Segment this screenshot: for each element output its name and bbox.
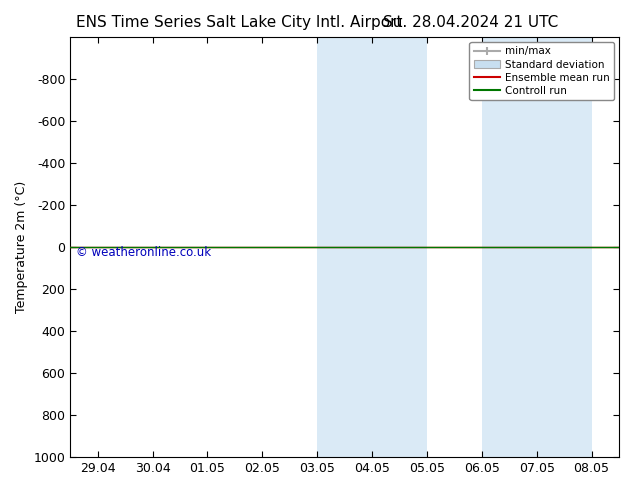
Y-axis label: Temperature 2m (°C): Temperature 2m (°C) bbox=[15, 181, 28, 313]
Text: ENS Time Series Salt Lake City Intl. Airport: ENS Time Series Salt Lake City Intl. Air… bbox=[76, 15, 403, 30]
Bar bbox=[482, 37, 592, 457]
Bar bbox=[317, 37, 427, 457]
Legend: min/max, Standard deviation, Ensemble mean run, Controll run: min/max, Standard deviation, Ensemble me… bbox=[469, 42, 614, 100]
Text: Su. 28.04.2024 21 UTC: Su. 28.04.2024 21 UTC bbox=[383, 15, 558, 30]
Text: © weatheronline.co.uk: © weatheronline.co.uk bbox=[76, 246, 211, 259]
